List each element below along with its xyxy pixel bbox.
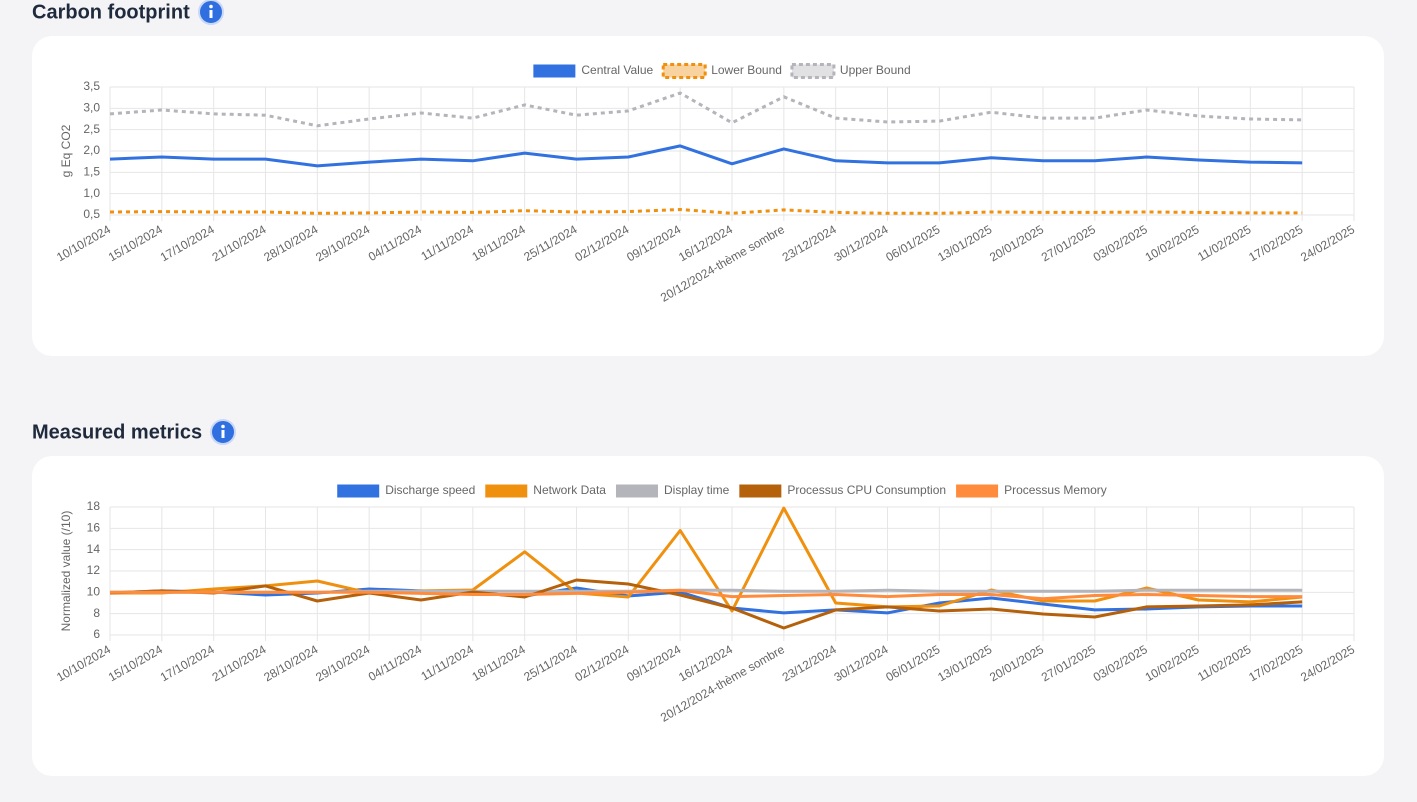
y-tick-label: 8 — [93, 606, 100, 620]
legend-swatch — [739, 484, 782, 498]
legend-label: Network Data — [533, 483, 606, 497]
legend: Discharge speed Network Data Display time P… — [337, 483, 1107, 498]
card — [32, 36, 1384, 356]
legend-swatch — [956, 484, 999, 498]
y-tick-label: 3,0 — [83, 101, 100, 115]
data-line — [110, 506, 1303, 613]
legend-label: Processus CPU Consumption — [787, 483, 946, 497]
info-icon[interactable] — [198, 0, 224, 25]
legend-swatch — [485, 484, 528, 498]
y-tick-label: 14 — [87, 542, 101, 556]
card — [32, 456, 1384, 776]
y-tick-label: 2,0 — [83, 143, 100, 157]
section-title: Measured metrics — [32, 421, 202, 443]
y-axis-title: Normalized value (/10) — [59, 511, 73, 632]
data-line — [109, 144, 1303, 168]
y-tick-label: 12 — [87, 563, 101, 577]
y-tick-label: 10 — [87, 585, 101, 599]
section-title: Carbon footprint — [32, 1, 190, 23]
data-line — [109, 91, 1303, 128]
legend-swatch — [661, 63, 707, 79]
legend-swatch — [615, 484, 658, 498]
y-tick-label: 18 — [87, 499, 101, 513]
info-icon[interactable] — [210, 419, 236, 445]
data-line — [109, 578, 1303, 630]
y-tick-label: 1,5 — [83, 165, 100, 179]
data-line — [110, 588, 1303, 601]
legend-label: Central Value — [581, 63, 653, 77]
legend-label: Upper Bound — [840, 63, 911, 77]
legend-swatch — [337, 484, 380, 498]
legend: Central Value Lower Bound Upper Bound — [533, 63, 911, 79]
data-line — [109, 208, 1303, 215]
legend-label: Lower Bound — [711, 63, 782, 77]
legend-swatch — [790, 63, 836, 79]
legend-label: Display time — [664, 483, 730, 497]
y-tick-label: 16 — [87, 521, 101, 535]
legend-swatch — [533, 64, 576, 78]
y-tick-label: 3,5 — [83, 79, 100, 93]
legend-label: Discharge speed — [385, 483, 475, 497]
y-tick-label: 1,0 — [83, 186, 100, 200]
y-axis-title: g Eq CO2 — [59, 124, 73, 177]
legend-label: Processus Memory — [1004, 483, 1107, 497]
y-tick-label: 0,5 — [83, 207, 100, 221]
y-tick-label: 2,5 — [83, 122, 100, 136]
y-tick-label: 6 — [93, 627, 100, 641]
